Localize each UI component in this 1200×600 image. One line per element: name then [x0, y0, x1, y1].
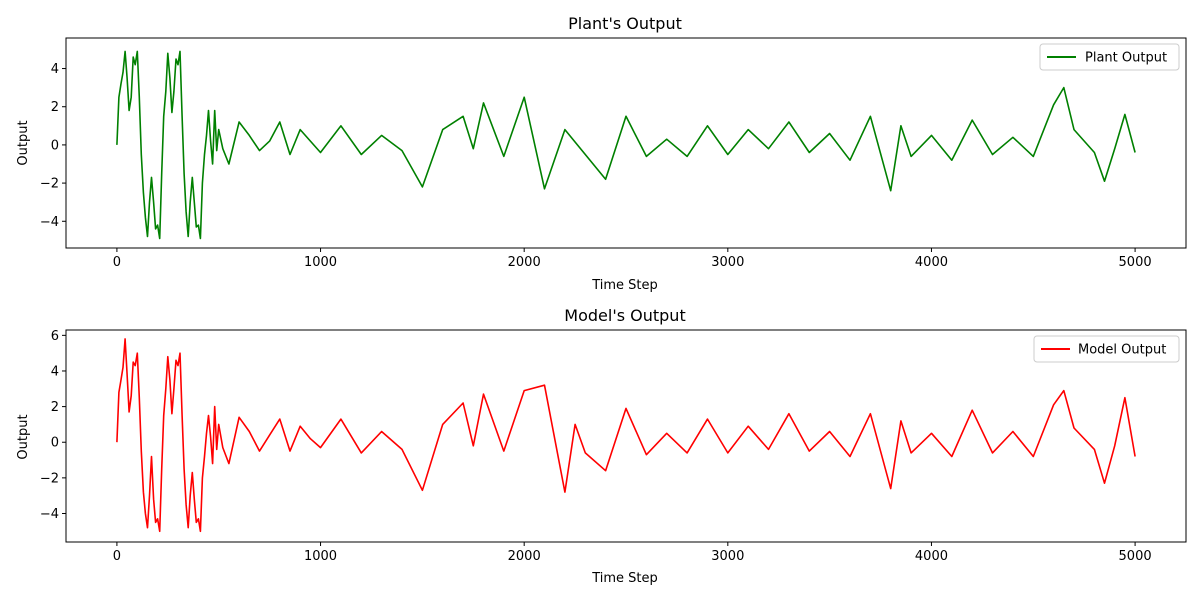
x-tick-label: 2000 — [508, 549, 541, 564]
x-axis-label: Time Step — [591, 278, 658, 293]
x-tick-label: 3000 — [711, 255, 744, 270]
series-layer — [116, 338, 1136, 533]
legend-label: Plant Output — [1085, 51, 1167, 66]
axes-frame — [65, 329, 1187, 543]
y-tick-label: 6 — [51, 329, 59, 344]
chart-title: Model's Output — [564, 306, 685, 325]
y-axis-ticks: −4 −2 0 2 4 6 — [40, 329, 66, 522]
y-tick-label: 2 — [51, 100, 59, 115]
y-tick-label: −4 — [40, 215, 59, 230]
series-line — [116, 50, 1136, 240]
x-tick-label: 0 — [113, 549, 121, 564]
x-tick-label: 1000 — [304, 549, 337, 564]
x-tick-label: 4000 — [915, 255, 948, 270]
y-tick-label: −2 — [40, 177, 59, 192]
x-tick-label: 5000 — [1119, 255, 1152, 270]
x-tick-label: 1000 — [304, 255, 337, 270]
plant-output-plot: Plant's Output 0 1000 2000 3000 4000 5000 −4−… — [16, 14, 1187, 293]
chart-title: Plant's Output — [568, 14, 682, 33]
x-axis-label: Time Step — [591, 571, 658, 586]
y-tick-label: 4 — [51, 62, 59, 77]
legend-label: Model Output — [1078, 343, 1166, 358]
model-output-plot: Model's Output 0 1000 2000 3000 4000 5000 −4−… — [16, 306, 1187, 586]
x-axis-ticks: 0 1000 2000 3000 4000 5000 — [113, 542, 1152, 564]
y-tick-label: −4 — [40, 507, 59, 522]
axes-frame — [65, 37, 1187, 249]
legend-box — [1033, 335, 1180, 363]
legend: Plant Output — [1039, 43, 1180, 71]
y-axis-label: Output — [16, 414, 31, 459]
legend-box — [1039, 43, 1180, 71]
y-tick-label: 0 — [51, 436, 59, 451]
y-tick-label: 0 — [51, 138, 59, 153]
x-axis-ticks: 0 1000 2000 3000 4000 5000 — [113, 248, 1152, 270]
y-tick-label: −2 — [40, 471, 59, 486]
x-tick-label: 4000 — [915, 549, 948, 564]
y-axis-ticks: −4 −2 0 2 4 — [40, 62, 66, 230]
x-tick-label: 0 — [113, 255, 121, 270]
y-tick-label: 4 — [51, 364, 59, 379]
series-layer — [116, 50, 1136, 240]
series-line — [116, 338, 1136, 533]
x-tick-label: 5000 — [1119, 549, 1152, 564]
x-tick-label: 2000 — [508, 255, 541, 270]
legend: Model Output — [1033, 335, 1180, 363]
y-tick-label: 2 — [51, 400, 59, 415]
x-tick-label: 3000 — [711, 549, 744, 564]
y-axis-label: Output — [16, 120, 31, 165]
